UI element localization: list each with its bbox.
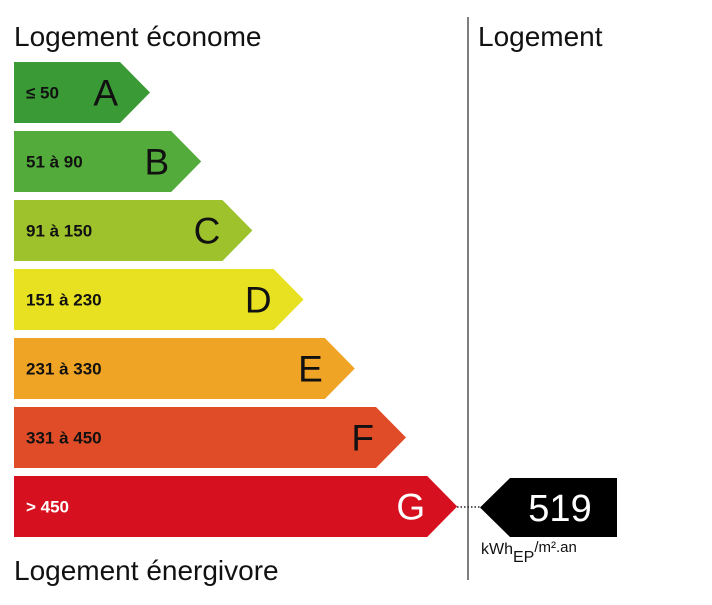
- class-bar: [14, 200, 253, 261]
- class-letter: B: [145, 142, 170, 183]
- class-letter: G: [396, 487, 425, 528]
- class-bar: [14, 131, 202, 192]
- bottom-left-heading: Logement énergivore: [14, 555, 279, 586]
- class-bars: ≤ 50 A 51 à 90 B 91 à 150 C 151 à 230 D 231 à 33…: [14, 62, 458, 537]
- class-letter: A: [93, 73, 118, 114]
- class-range: 51 à 90: [26, 153, 83, 172]
- indicator-arrow: [480, 478, 617, 537]
- class-range: 91 à 150: [26, 222, 92, 241]
- class-bar: [14, 407, 406, 468]
- unit-rest: /m².an: [534, 539, 577, 556]
- unit-main: kWh: [481, 541, 513, 558]
- class-range: > 450: [26, 498, 69, 517]
- class-bar: [14, 476, 458, 537]
- top-left-heading: Logement économe: [14, 21, 262, 52]
- unit-sub: EP: [513, 549, 534, 566]
- class-letter: C: [194, 211, 221, 252]
- class-bar: [14, 62, 150, 123]
- class-letter: F: [351, 418, 374, 459]
- class-range: 331 à 450: [26, 429, 102, 448]
- class-range: 151 à 230: [26, 291, 102, 310]
- indicator-value: 519: [528, 488, 591, 530]
- class-bar: [14, 338, 355, 399]
- class-range: ≤ 50: [26, 84, 59, 103]
- class-range: 231 à 330: [26, 360, 102, 379]
- class-letter: D: [245, 280, 272, 321]
- top-right-heading: Logement: [478, 21, 603, 52]
- class-bar: [14, 269, 304, 330]
- unit: kWhEP/m².an: [481, 539, 577, 566]
- class-letter: E: [298, 349, 323, 390]
